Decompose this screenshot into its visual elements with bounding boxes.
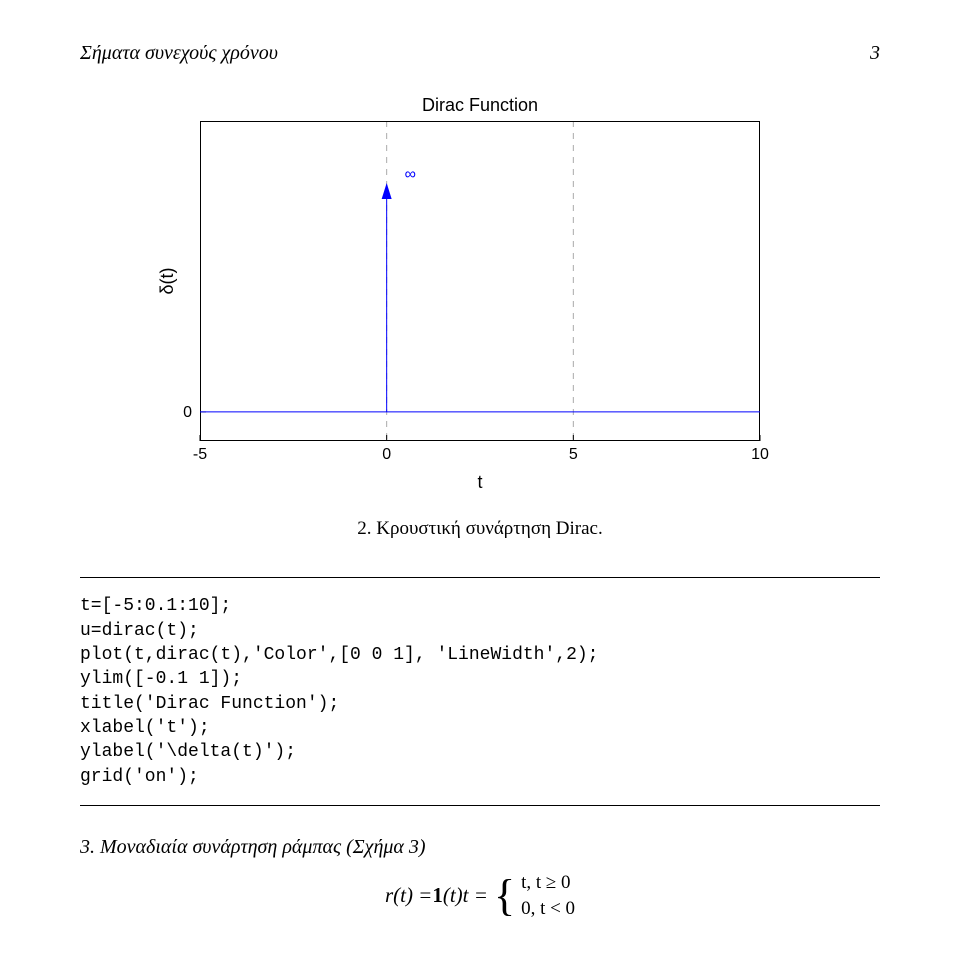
eq-rhs: (t)t =: [443, 882, 488, 909]
svg-text:5: 5: [569, 446, 578, 463]
chart-title: Dirac Function: [200, 94, 760, 117]
svg-text:0: 0: [183, 404, 192, 421]
eq-case-2: 0, t < 0: [521, 896, 575, 922]
section-heading: 3. Μοναδιαία συνάρτηση ράμπας (Σχήμα 3): [80, 834, 880, 860]
eq-cases: t, t ≥ 0 0, t < 0: [521, 870, 575, 922]
section-text: Μοναδιαία συνάρτηση ράμπας (Σχήμα 3): [100, 836, 426, 858]
ramp-equation: r(t) = 1 (t)t = { t, t ≥ 0 0, t < 0: [80, 870, 880, 922]
chart-svg: ∞0: [200, 121, 760, 441]
svg-text:0: 0: [382, 446, 391, 463]
svg-text:∞: ∞: [405, 166, 416, 183]
caption-number: 2.: [357, 518, 371, 539]
code-block: t=[-5:0.1:10]; u=dirac(t); plot(t,dirac(…: [80, 578, 880, 804]
header-title: Σήματα συνεχούς χρόνου: [80, 40, 278, 66]
section-number: 3.: [80, 836, 95, 858]
svg-text:-5: -5: [193, 446, 207, 463]
page-header: Σήματα συνεχούς χρόνου 3: [80, 40, 880, 66]
figure-caption: 2. Κρουστική συνάρτηση Dirac.: [80, 517, 880, 542]
chart-ylabel: δ(t): [156, 268, 179, 295]
chart-plot-area: δ(t) ∞0: [200, 121, 760, 441]
svg-text:10: 10: [751, 446, 769, 463]
dirac-chart: Dirac Function δ(t) ∞0 -50510 t: [200, 94, 760, 495]
chart-xticks: -50510: [200, 441, 760, 465]
eq-case-1: t, t ≥ 0: [521, 870, 575, 896]
header-page-number: 3: [870, 40, 880, 66]
eq-bold-one: 1: [432, 882, 443, 909]
code-rule-bottom: [80, 805, 880, 806]
caption-text: Κρουστική συνάρτηση Dirac.: [376, 518, 602, 539]
chart-xlabel: t: [200, 471, 760, 494]
eq-lhs: r(t) =: [385, 882, 432, 909]
eq-brace: {: [494, 874, 515, 918]
